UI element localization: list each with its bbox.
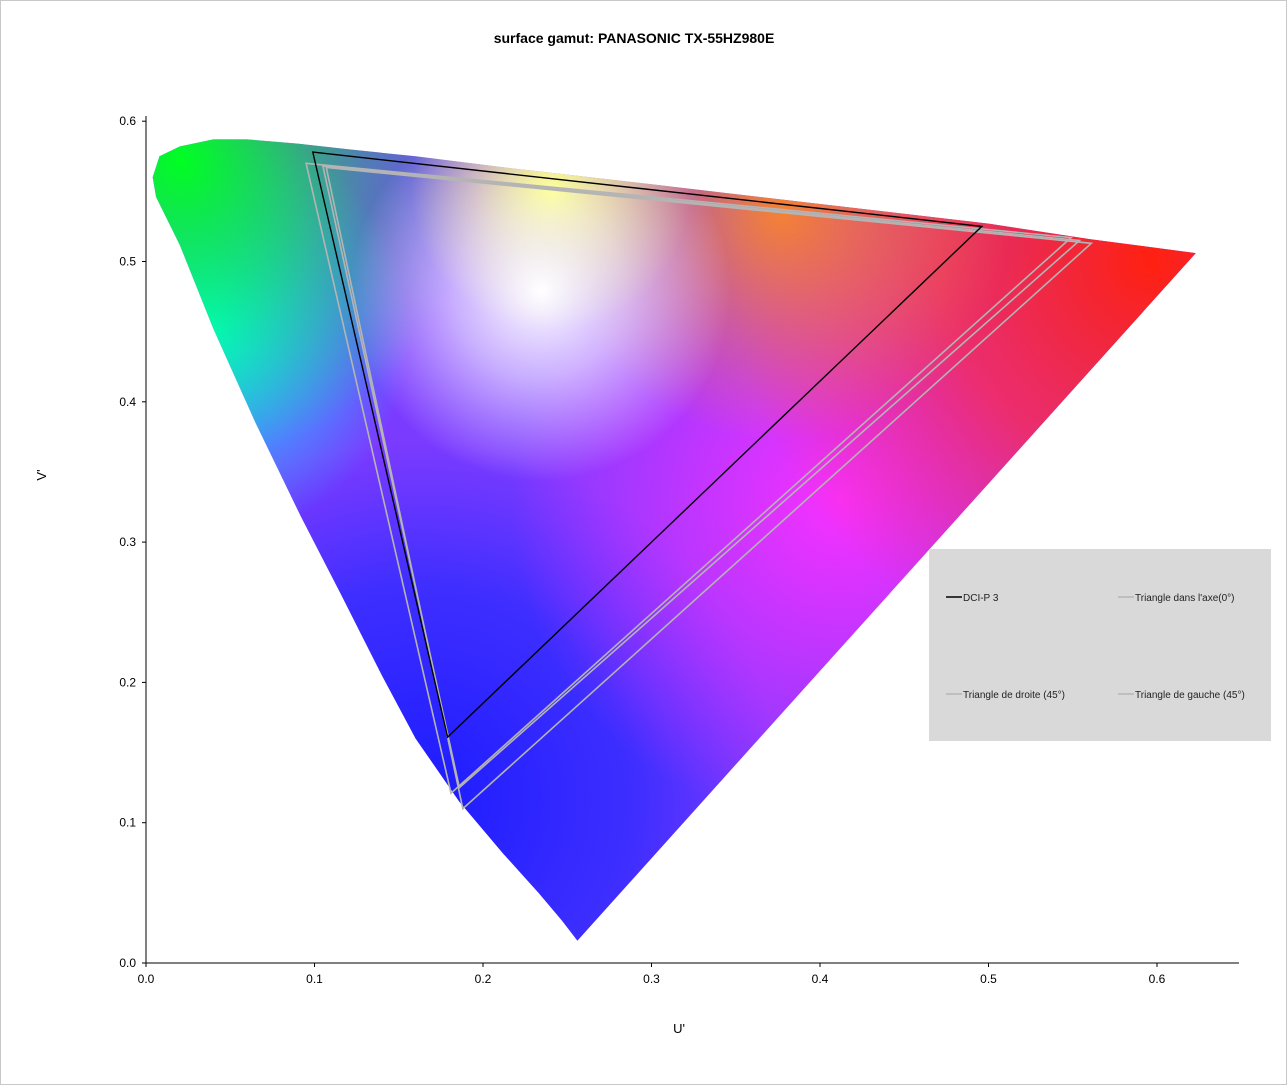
- x-tick-label: 0.2: [475, 972, 492, 986]
- triangle-dci-p-3: [311, 151, 984, 739]
- x-tick-label: 0.1: [306, 972, 323, 986]
- y-tick-label: 0.3: [119, 535, 136, 549]
- triangle-triangle-dans-l-axe-0: [321, 165, 1082, 790]
- y-ticks: 0.0 0.1 0.2 0.3 0.4 0.5 0.6: [119, 114, 146, 970]
- x-ticks: 0.0 0.1 0.2 0.3 0.4 0.5 0.6: [138, 963, 1166, 986]
- y-tick-label: 0.5: [119, 255, 136, 269]
- x-tick-label: 0.6: [1149, 972, 1166, 986]
- triangle-triangle-de-droite-45: [305, 162, 1073, 795]
- legend-box: [929, 549, 1271, 741]
- y-tick-label: 0.0: [119, 956, 136, 970]
- legend-label: DCI-P 3: [963, 593, 999, 604]
- y-tick-label: 0.4: [119, 395, 136, 409]
- legend-label: Triangle dans l'axe(0°): [1135, 593, 1234, 604]
- x-axis-label: U': [673, 1021, 685, 1036]
- x-tick-label: 0.0: [138, 972, 155, 986]
- y-tick-label: 0.2: [119, 675, 136, 689]
- legend-label: Triangle de droite (45°): [963, 690, 1065, 701]
- x-tick-label: 0.4: [812, 972, 829, 986]
- legend-label: Triangle de gauche (45°): [1135, 690, 1245, 701]
- y-tick-label: 0.1: [119, 816, 136, 830]
- y-axis-label: V': [34, 469, 49, 480]
- axes: 0.0 0.1 0.2 0.3 0.4 0.5 0.6 0.0 0.1 0.2 0.3 0.4 0.5…: [34, 114, 1239, 1036]
- chart-title: surface gamut: PANASONIC TX-55HZ980E: [494, 30, 775, 46]
- x-tick-label: 0.5: [980, 972, 997, 986]
- x-tick-label: 0.3: [643, 972, 660, 986]
- y-tick-label: 0.6: [119, 114, 136, 128]
- gamut-triangles: [305, 151, 1094, 811]
- triangle-triangle-de-gauche-45: [325, 166, 1094, 811]
- legend: DCI-P 3 Triangle dans l'axe(0°) Triangle d…: [929, 549, 1271, 741]
